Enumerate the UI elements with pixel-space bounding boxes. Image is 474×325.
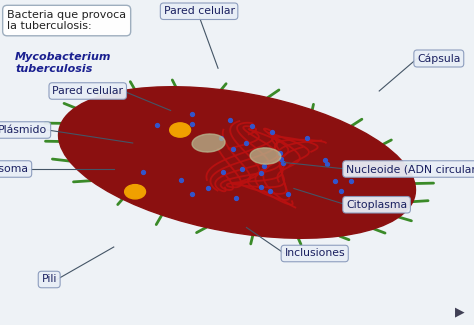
Ellipse shape [109, 108, 365, 217]
Ellipse shape [58, 87, 416, 238]
Ellipse shape [98, 103, 376, 222]
Text: Bacteria que provoca
la tuberculosis:: Bacteria que provoca la tuberculosis: [7, 10, 126, 31]
Ellipse shape [250, 148, 281, 164]
Text: Nucleoide (ADN circular): Nucleoide (ADN circular) [346, 164, 474, 174]
Text: Plásmido: Plásmido [0, 125, 47, 135]
Circle shape [170, 123, 191, 137]
Text: Inclusiones: Inclusiones [284, 249, 345, 258]
Circle shape [125, 185, 146, 199]
Text: Cápsula: Cápsula [417, 53, 461, 64]
Ellipse shape [69, 91, 405, 234]
Text: Mycobacterium
tuberculosis: Mycobacterium tuberculosis [15, 52, 112, 73]
Text: Pared celular: Pared celular [52, 86, 123, 96]
Text: Ribosoma: Ribosoma [0, 164, 28, 174]
Text: Pared celular: Pared celular [164, 6, 235, 16]
Ellipse shape [83, 97, 391, 228]
Text: Pili: Pili [42, 275, 57, 284]
Text: Citoplasma: Citoplasma [346, 200, 407, 210]
Text: ▶: ▶ [455, 306, 465, 318]
Ellipse shape [192, 134, 225, 152]
